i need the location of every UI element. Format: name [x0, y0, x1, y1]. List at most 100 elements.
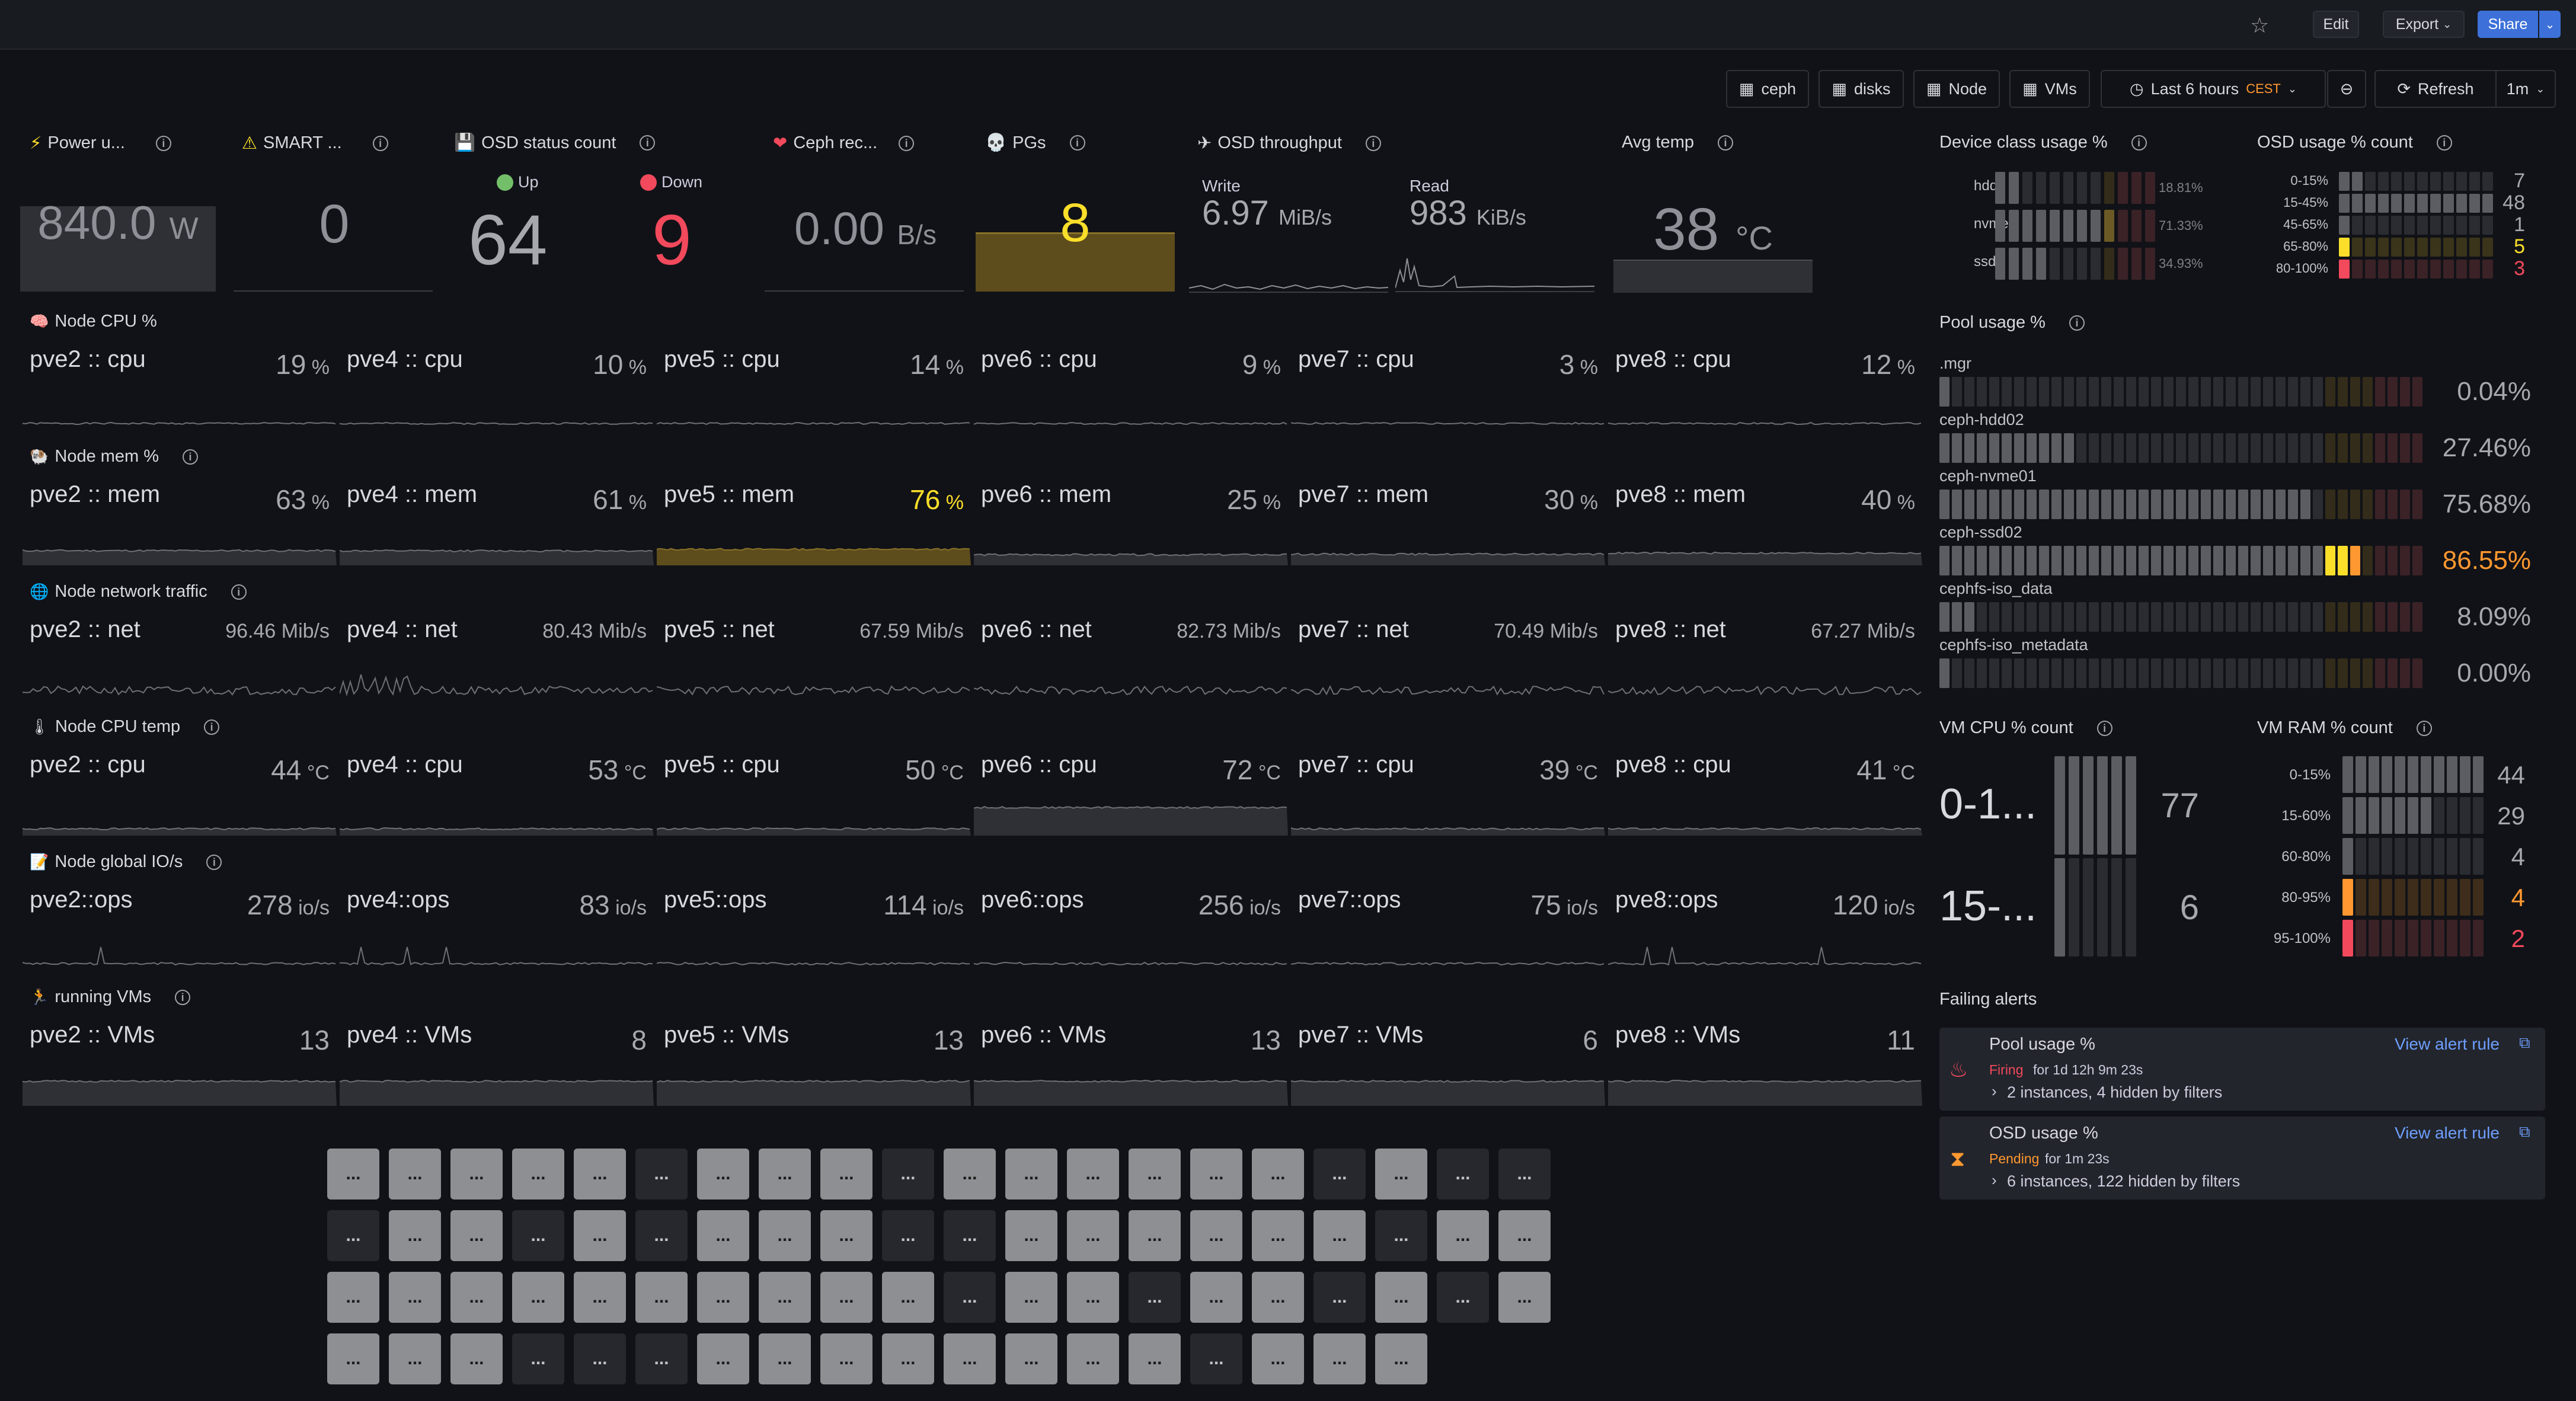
vm-tile[interactable]: ... [1252, 1149, 1304, 1200]
info-icon[interactable]: i [206, 854, 222, 870]
ceph-dashboard-link[interactable]: ▦ ceph [1726, 70, 1809, 108]
info-icon[interactable]: i [1365, 135, 1381, 151]
vm-tile[interactable]: ... [1129, 1149, 1181, 1200]
vm-tile[interactable]: ... [759, 1149, 811, 1200]
info-icon[interactable]: i [372, 135, 388, 151]
vm-tile[interactable]: ... [1005, 1333, 1057, 1384]
view-alert-rule-link[interactable]: View alert rule [2395, 1124, 2500, 1142]
external-link-icon[interactable]: ⧉ [2519, 1034, 2530, 1051]
vm-tile[interactable]: ... [512, 1272, 564, 1323]
vm-tile[interactable]: ... [389, 1333, 441, 1384]
vm-tile[interactable]: ... [450, 1210, 503, 1261]
vm-tile[interactable]: ... [1129, 1333, 1181, 1384]
vm-tile[interactable]: ... [450, 1149, 503, 1200]
external-link-icon[interactable]: ⧉ [2519, 1122, 2530, 1140]
vm-tile[interactable]: ... [1005, 1272, 1057, 1323]
disks-dashboard-link[interactable]: ▦ disks [1818, 70, 1904, 108]
vm-tile[interactable]: ... [450, 1272, 503, 1323]
node-dashboard-link[interactable]: ▦ Node [1913, 70, 2000, 108]
vm-tile[interactable]: ... [1129, 1210, 1181, 1261]
vms-dashboard-link[interactable]: ▦ VMs [2009, 70, 2090, 108]
view-alert-rule-link[interactable]: View alert rule [2395, 1035, 2500, 1053]
info-icon[interactable]: i [2096, 720, 2112, 736]
vm-tile[interactable]: ... [327, 1333, 379, 1384]
vm-tile[interactable]: ... [1375, 1333, 1427, 1384]
vm-tile[interactable]: ... [759, 1333, 811, 1384]
vm-tile[interactable]: ... [882, 1210, 934, 1261]
vm-tile[interactable]: ... [697, 1149, 749, 1200]
vm-tile[interactable]: ... [1005, 1149, 1057, 1200]
info-icon[interactable]: i [640, 135, 656, 151]
star-icon[interactable]: ☆ [2250, 13, 2270, 37]
vm-tile[interactable]: ... [820, 1210, 872, 1261]
vm-tile[interactable]: ... [697, 1210, 749, 1261]
vm-tile[interactable]: ... [1375, 1272, 1427, 1323]
vm-tile[interactable]: ... [1498, 1210, 1551, 1261]
refresh-button[interactable]: ⟳ Refresh [2374, 70, 2497, 108]
vm-tile[interactable]: ... [574, 1333, 626, 1384]
time-range-picker[interactable]: ◷ Last 6 hours CEST ⌄ [2101, 70, 2326, 108]
share-button[interactable]: Share [2478, 11, 2538, 38]
info-icon[interactable]: i [175, 989, 191, 1005]
vm-tile[interactable]: ... [1190, 1149, 1242, 1200]
zoom-out-button[interactable]: ⊖ [2327, 70, 2366, 108]
vm-tile[interactable]: ... [389, 1210, 441, 1261]
vm-tile[interactable]: ... [1067, 1333, 1119, 1384]
vm-tile[interactable]: ... [1190, 1210, 1242, 1261]
vm-tile[interactable]: ... [1437, 1272, 1489, 1323]
vm-tile[interactable]: ... [944, 1210, 996, 1261]
info-icon[interactable]: i [2069, 315, 2085, 331]
vm-tile[interactable]: ... [1067, 1272, 1119, 1323]
vm-tile[interactable]: ... [1313, 1149, 1366, 1200]
chevron-right-icon[interactable]: › [1992, 1171, 1997, 1189]
vm-tile[interactable]: ... [759, 1272, 811, 1323]
info-icon[interactable]: i [183, 449, 199, 465]
edit-button[interactable]: Edit [2313, 11, 2359, 38]
vm-tile[interactable]: ... [574, 1272, 626, 1323]
vm-tile[interactable]: ... [512, 1210, 564, 1261]
vm-tile[interactable]: ... [1498, 1149, 1551, 1200]
vm-tile[interactable]: ... [327, 1272, 379, 1323]
vm-tile[interactable]: ... [1498, 1272, 1551, 1323]
vm-tile[interactable]: ... [1313, 1210, 1366, 1261]
info-icon[interactable]: i [231, 584, 247, 600]
vm-tile[interactable]: ... [882, 1333, 934, 1384]
vm-tile[interactable]: ... [1437, 1149, 1489, 1200]
info-icon[interactable]: i [2436, 135, 2452, 151]
info-icon[interactable]: i [899, 135, 915, 151]
vm-tile[interactable]: ... [944, 1272, 996, 1323]
alert-instances[interactable]: 2 instances, 4 hidden by filters [2007, 1083, 2223, 1101]
vm-tile[interactable]: ... [512, 1149, 564, 1200]
vm-tile[interactable]: ... [327, 1149, 379, 1200]
info-icon[interactable]: i [1069, 135, 1085, 151]
vm-tile[interactable]: ... [1313, 1333, 1366, 1384]
vm-tile[interactable]: ... [1252, 1333, 1304, 1384]
vm-tile[interactable]: ... [635, 1210, 688, 1261]
vm-tile[interactable]: ... [1190, 1272, 1242, 1323]
vm-tile[interactable]: ... [1252, 1210, 1304, 1261]
vm-tile[interactable]: ... [635, 1149, 688, 1200]
vm-tile[interactable]: ... [697, 1272, 749, 1323]
info-icon[interactable]: i [2131, 135, 2147, 151]
vm-tile[interactable]: ... [450, 1333, 503, 1384]
vm-tile[interactable]: ... [327, 1210, 379, 1261]
vm-tile[interactable]: ... [820, 1149, 872, 1200]
info-icon[interactable]: i [2416, 720, 2432, 736]
info-icon[interactable]: i [155, 135, 171, 151]
vm-tile[interactable]: ... [697, 1333, 749, 1384]
vm-tile[interactable]: ... [574, 1149, 626, 1200]
alert-instances[interactable]: 6 instances, 122 hidden by filters [2007, 1172, 2241, 1190]
vm-tile[interactable]: ... [389, 1272, 441, 1323]
info-icon[interactable]: i [204, 719, 220, 735]
info-icon[interactable]: i [1717, 135, 1733, 151]
vm-tile[interactable]: ... [820, 1272, 872, 1323]
vm-tile[interactable]: ... [1252, 1272, 1304, 1323]
vm-tile[interactable]: ... [820, 1333, 872, 1384]
vm-tile[interactable]: ... [944, 1149, 996, 1200]
vm-tile[interactable]: ... [1067, 1210, 1119, 1261]
vm-tile[interactable]: ... [512, 1333, 564, 1384]
chevron-right-icon[interactable]: › [1992, 1082, 1997, 1100]
vm-tile[interactable]: ... [1437, 1210, 1489, 1261]
vm-tile[interactable]: ... [1129, 1272, 1181, 1323]
vm-tile[interactable]: ... [1067, 1149, 1119, 1200]
